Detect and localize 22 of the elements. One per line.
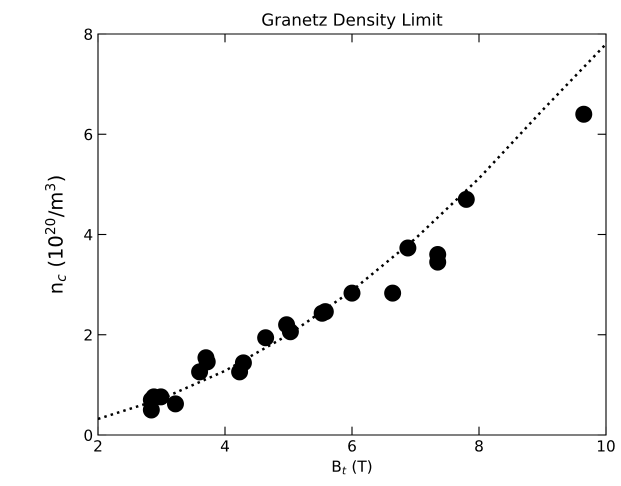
point xyxy=(343,284,361,302)
x-tick-label: 2 xyxy=(94,440,102,452)
x-tick-label: 8 xyxy=(475,440,483,452)
x-axis-title: B$_{t}$ (T) xyxy=(332,460,372,474)
point xyxy=(166,395,184,412)
x-tick-label: 6 xyxy=(348,440,356,452)
y-tick-label: 2 xyxy=(84,329,92,341)
chart-title: Granetz Density Limit xyxy=(262,13,442,30)
point xyxy=(384,284,402,302)
y-tick-label: 0 xyxy=(84,429,92,442)
point xyxy=(575,106,592,123)
y-tick-label: 8 xyxy=(84,28,92,40)
y-axis-title: n$_{c}$ (10$^{20}$/m$^{3}$) xyxy=(45,176,66,293)
point xyxy=(399,240,416,257)
y-tick-label: 4 xyxy=(84,229,92,240)
point xyxy=(234,354,252,372)
point xyxy=(257,329,274,346)
x-tick-label: 4 xyxy=(220,440,230,452)
y-tick-label: 6 xyxy=(84,128,92,140)
point xyxy=(458,190,475,208)
x-tick-label: 10 xyxy=(598,440,615,452)
point xyxy=(282,323,299,340)
